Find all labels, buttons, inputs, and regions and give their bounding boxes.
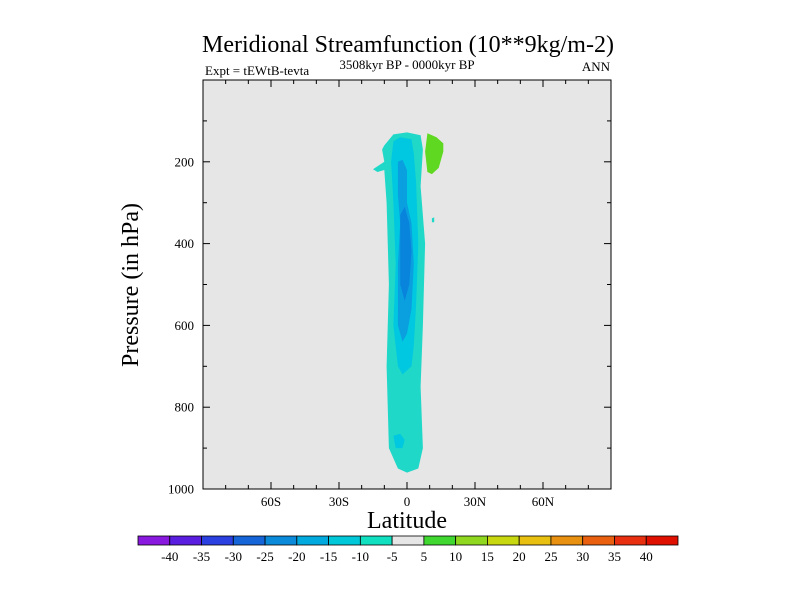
x-tick-label: 0	[404, 494, 411, 509]
colorbar-label: 10	[449, 549, 462, 564]
colorbar-swatch	[455, 535, 488, 546]
colorbar-label: 35	[608, 549, 621, 564]
region-core-negative-cell	[400, 206, 412, 301]
colorbar-label: 25	[544, 549, 557, 564]
colorbar-swatch	[137, 535, 171, 546]
colorbar-label: -20	[288, 549, 305, 564]
colorbar-swatch	[582, 535, 615, 546]
experiment-label: Expt = tEWtB-tevta	[205, 63, 309, 78]
colorbar-label: -10	[352, 549, 369, 564]
region-positive-speck	[431, 217, 435, 223]
colorbar-swatch	[201, 535, 234, 546]
colorbar-swatch	[550, 535, 584, 546]
colorbar-label: 40	[640, 549, 653, 564]
x-axis-label: Latitude	[367, 508, 447, 534]
colorbar-swatch	[518, 535, 552, 546]
contour-regions	[373, 132, 444, 473]
axes: 60S 30S 0 30N 60N 200 400 600 800 1000	[168, 80, 611, 509]
x-tick-label: 30N	[464, 494, 487, 509]
colorbar: -40 -35 -30 -25 -20 -15 -10 -5 5 10 15 20 25 30 35 40	[137, 535, 679, 564]
y-tick-label: 400	[175, 236, 195, 251]
colorbar-label: -40	[161, 549, 178, 564]
y-tick-label: 1000	[168, 482, 194, 497]
x-tick-label: 30S	[329, 494, 349, 509]
y-tick-label: 600	[175, 318, 195, 333]
colorbar-swatch	[487, 535, 520, 546]
x-tick-label: 60N	[532, 494, 555, 509]
colorbar-swatch	[169, 535, 202, 546]
colorbar-label: -30	[225, 549, 242, 564]
y-axis-label: Pressure (in hPa)	[118, 203, 144, 367]
colorbar-label: -15	[320, 549, 337, 564]
colorbar-swatch	[296, 535, 329, 546]
colorbar-label: 15	[481, 549, 494, 564]
region-lower-negative-cell	[393, 433, 405, 449]
colorbar-label: -5	[387, 549, 398, 564]
colorbar-swatch	[359, 535, 393, 546]
colorbar-swatch	[391, 535, 425, 546]
colorbar-label: -25	[256, 549, 273, 564]
chart-title: Meridional Streamfunction (10**9kg/m-2)	[202, 32, 614, 58]
season-label: ANN	[582, 59, 611, 74]
colorbar-label: 5	[421, 549, 428, 564]
colorbar-swatch	[232, 535, 266, 546]
region-positive-cell	[425, 133, 444, 175]
y-tick-label: 200	[175, 154, 195, 169]
colorbar-swatch	[645, 535, 679, 546]
period-label: 3508kyr BP - 0000kyr BP	[339, 57, 474, 72]
colorbar-swatch	[423, 535, 457, 546]
colorbar-label: -35	[193, 549, 210, 564]
colorbar-label: 20	[513, 549, 526, 564]
colorbar-swatch	[264, 535, 298, 546]
colorbar-swatch	[614, 535, 647, 546]
colorbar-swatch	[328, 535, 361, 546]
x-tick-label: 60S	[261, 494, 281, 509]
y-tick-label: 800	[175, 400, 195, 415]
colorbar-label: 30	[576, 549, 589, 564]
